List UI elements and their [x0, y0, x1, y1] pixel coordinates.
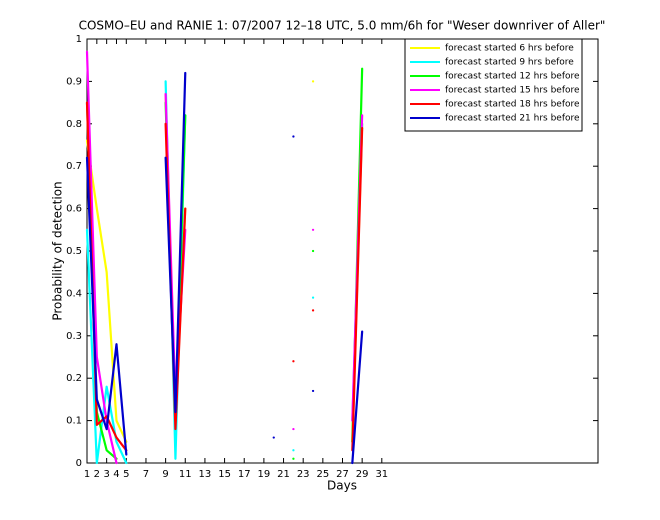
legend-label: forecast started 21 hrs before — [445, 114, 580, 124]
x-tick-label: 4 — [113, 469, 119, 480]
x-tick-label: 13 — [199, 469, 212, 480]
x-tick-label: 15 — [218, 469, 231, 480]
x-tick-label: 1 — [84, 469, 90, 480]
y-tick-label: 0.9 — [66, 76, 82, 87]
x-tick-label: 21 — [277, 469, 290, 480]
y-axis-label: Probability of detection — [51, 181, 65, 320]
y-tick-label: 0.3 — [66, 331, 82, 342]
x-tick-label: 9 — [162, 469, 168, 480]
x-tick-label: 23 — [297, 469, 310, 480]
y-tick-label: 0.4 — [66, 288, 82, 299]
x-tick-label: 11 — [179, 469, 192, 480]
x-tick-label: 25 — [316, 469, 329, 480]
series-line — [85, 80, 364, 465]
x-tick-label: 5 — [123, 469, 129, 480]
chart-title: COSMO–EU and RANIE 1: 07/2007 12–18 UTC,… — [79, 19, 606, 33]
x-axis-label: Days — [327, 479, 357, 493]
x-tick-label: 29 — [356, 469, 369, 480]
y-tick-label: 0 — [76, 458, 82, 469]
legend-label: forecast started 9 hrs before — [445, 58, 574, 68]
y-tick-label: 0.1 — [66, 416, 82, 427]
legend-label: forecast started 6 hrs before — [445, 44, 574, 54]
x-tick-label: 31 — [375, 469, 388, 480]
y-tick-label: 0.2 — [66, 373, 82, 384]
legend-label: forecast started 18 hrs before — [445, 100, 580, 110]
y-tick-label: 0.5 — [66, 246, 82, 257]
x-tick-label: 27 — [336, 469, 349, 480]
legend-label: forecast started 12 hrs before — [445, 72, 580, 82]
x-tick-label: 2 — [94, 469, 100, 480]
x-tick-label: 17 — [238, 469, 251, 480]
y-tick-label: 0.8 — [66, 119, 82, 130]
x-tick-label: 3 — [103, 469, 109, 480]
y-tick-label: 0.7 — [66, 161, 82, 172]
legend-box — [404, 38, 583, 132]
x-tick-label: 7 — [143, 469, 149, 480]
series-line — [85, 101, 364, 452]
y-tick-label: 0.6 — [66, 204, 82, 215]
x-tick-label: 19 — [258, 469, 271, 480]
y-tick-label: 1 — [76, 34, 82, 45]
legend-label: forecast started 15 hrs before — [445, 86, 580, 96]
series-line — [85, 71, 364, 465]
